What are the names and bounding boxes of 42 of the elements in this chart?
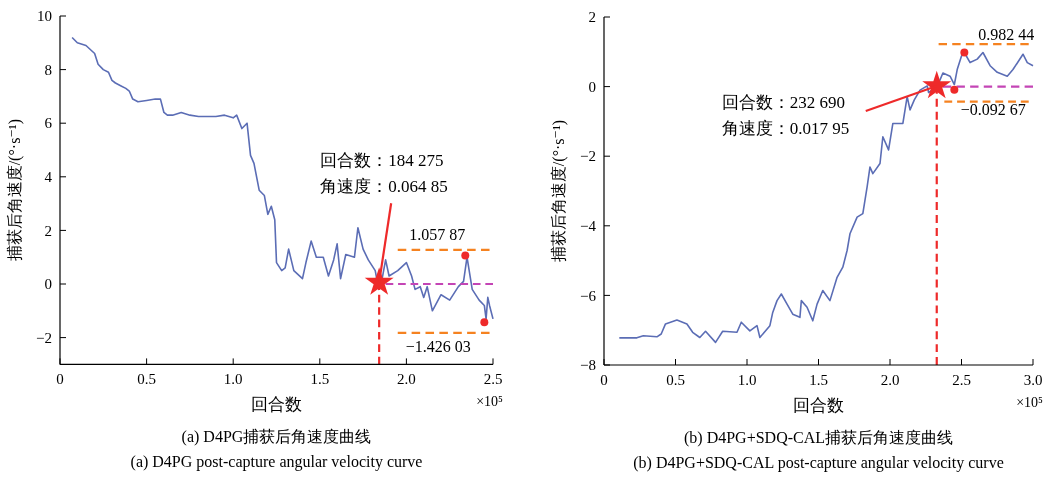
annotation: 0.982 44 [978,26,1035,44]
y-tick-label: −2 [36,329,52,346]
x-tick-label: 2.0 [880,372,900,388]
x-tick-label: 0 [56,371,64,388]
annotation: 1.057 87 [409,226,466,244]
x-tick-label: 2.5 [483,371,503,388]
y-tick-label: 6 [44,115,53,132]
x-tick-label: 3.0 [1023,372,1043,388]
y-axis-title: 捕获后角速度/(°·s⁻¹) [6,119,24,262]
x-axis-title: 回合数 [793,396,844,415]
text: (b) D4PG+SDQ-CAL post-capture angular velocity curve [633,454,1004,472]
y-tick-label: −2 [580,148,596,165]
y-tick-label: 4 [44,169,53,186]
text: (a) D4PG post-capture angular velocity curve [130,453,423,472]
x-tick-label: 1.5 [809,372,828,388]
y-tick-label: 0 [588,78,596,95]
x-tick-label: 1.0 [737,372,757,388]
y-tick-label: 2 [44,222,52,239]
y-tick-label: −4 [580,218,597,235]
y-tick-label: 2 [588,9,596,26]
x-tick-label: 1.0 [223,371,243,388]
y-tick-label: 10 [37,8,52,25]
x-tick-label: 2.0 [397,371,416,388]
x-axis-title: 回合数 [251,395,302,415]
text: ×10⁵ [1016,395,1044,410]
text: ×10⁵ [476,394,504,410]
y-tick-label: −6 [580,287,597,304]
text: (b) D4PG+SDQ-CAL捕获后角速度曲线 [683,429,954,447]
x-tick-label: 0 [600,372,608,388]
y-tick-label: 0 [44,276,52,293]
x-tick-label: 0.5 [666,372,685,388]
annotation: −1.426 03 [405,337,471,355]
x-tick-label: 0.5 [137,371,156,388]
x-tick-label: 1.5 [310,371,330,388]
annotation: −0.092 67 [960,101,1026,119]
annotation: 回合数：184 275 角速度：0.064 85 [320,151,448,197]
y-tick-label: 8 [44,61,52,78]
y-tick-label: −8 [580,357,596,374]
annotation: 回合数：232 690 角速度：0.017 95 [721,92,850,138]
y-axis-title: 捕获后角速度/(°·s⁻¹) [550,119,568,263]
x-tick-label: 2.5 [952,372,971,388]
text: (a) D4PG捕获后角速度曲线 [181,428,372,447]
